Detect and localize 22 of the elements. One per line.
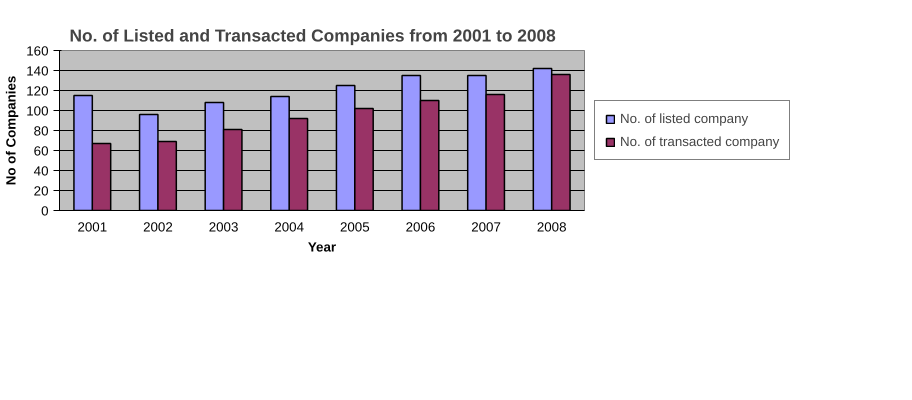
x-tick-label: 2005	[340, 220, 370, 234]
x-tick-label: 2008	[536, 220, 567, 234]
y-tick-label: 140	[26, 64, 49, 78]
y-tick-label: 80	[34, 124, 49, 138]
legend-label: No. of listed company	[620, 111, 748, 126]
x-axis-title: Year	[308, 240, 336, 254]
x-tick-label: 2002	[143, 220, 173, 234]
x-tick-label: 2004	[274, 220, 305, 234]
x-tick-label: 2006	[406, 220, 436, 234]
legend-label: No. of transacted company	[620, 134, 780, 149]
chart-title: No. of Listed and Transacted Companies from 2001 to 2008	[70, 26, 556, 46]
y-tick-label: 60	[34, 144, 49, 158]
y-tick-label: 160	[26, 44, 49, 58]
y-tick-label: 0	[41, 204, 49, 218]
y-axis-title: No of Companies	[3, 76, 18, 186]
y-tick-label: 100	[26, 104, 49, 118]
x-tick-label: 2001	[77, 220, 108, 234]
y-tick-label: 120	[26, 84, 49, 98]
x-tick-label: 2003	[208, 220, 238, 234]
y-tick-label: 40	[34, 164, 49, 178]
y-tick-label: 20	[34, 184, 49, 198]
x-tick-label: 2007	[471, 220, 501, 234]
